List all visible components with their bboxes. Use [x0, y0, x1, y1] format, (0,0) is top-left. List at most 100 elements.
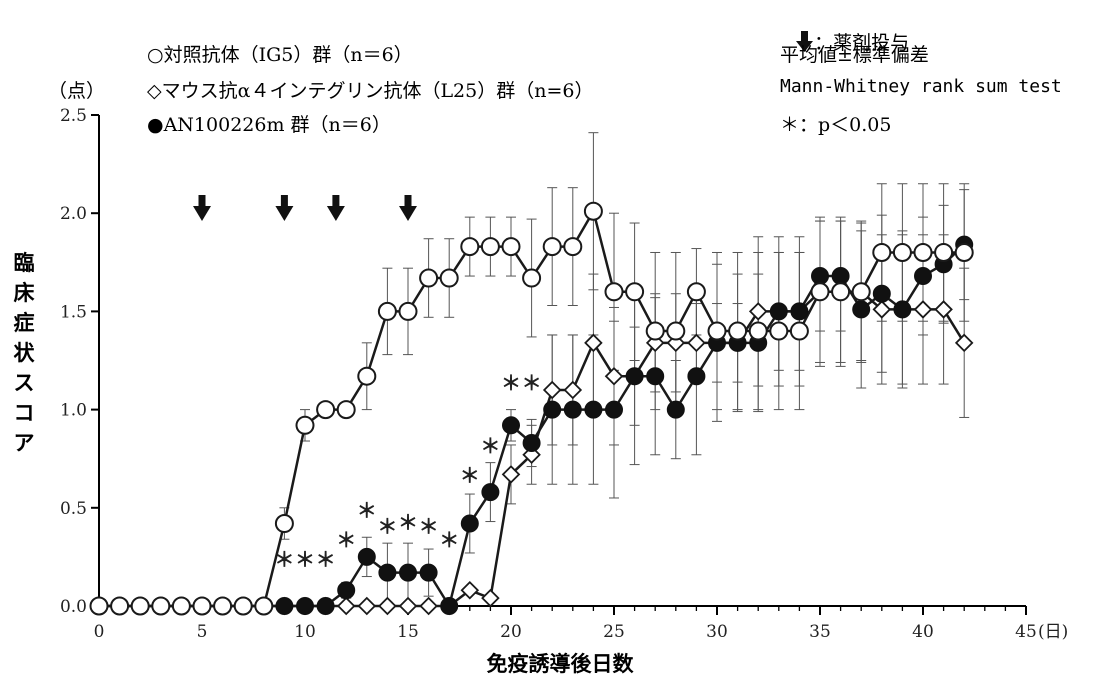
- dosing-arrow-head: [193, 206, 211, 221]
- data-point-open-circle: [604, 282, 624, 302]
- legend-entry-l25: ◇マウス抗α４インテグリン抗体（L25）群（n=6）: [147, 80, 594, 102]
- dosing-arrow: [399, 195, 417, 221]
- data-point-open-diamond: [687, 333, 706, 353]
- data-point-open-circle: [439, 268, 459, 288]
- data-point-filled-circle: [914, 267, 932, 286]
- data-point-open-diamond: [913, 300, 933, 319]
- data-point-open-circle: [872, 242, 892, 262]
- data-point-open-circle: [831, 282, 851, 302]
- data-point-filled-circle: [584, 400, 603, 419]
- data-point-open-diamond: [542, 380, 562, 400]
- data-point-open-diamond: [563, 380, 583, 400]
- significance-marker: ＊: [501, 371, 521, 395]
- x-unit-label: (日): [1038, 622, 1068, 642]
- significance-marker: ＊: [357, 499, 377, 523]
- stat-note-test: Mann-Whitney rank sum test: [780, 76, 1062, 97]
- data-point-filled-circle: [605, 400, 623, 419]
- data-point-filled-circle: [893, 300, 912, 319]
- data-point-open-diamond: [378, 596, 397, 616]
- data-point-open-circle: [542, 237, 562, 257]
- data-point-open-circle: [110, 596, 130, 616]
- x-tick-label: 15: [397, 622, 419, 642]
- data-point-filled-circle: [831, 267, 850, 286]
- dosing-arrow-icon: [796, 31, 814, 52]
- significance-marker: ＊: [398, 510, 418, 534]
- data-point-open-diamond: [748, 302, 768, 321]
- data-point-filled-circle: [296, 597, 314, 615]
- y-axis-label-char: 臨: [13, 251, 35, 275]
- dosing-note-text: ：薬剤投与: [814, 32, 910, 54]
- dosing-arrow-head: [275, 206, 294, 221]
- significance-marker: ＊: [439, 528, 459, 552]
- data-point-open-circle: [892, 242, 912, 262]
- data-point-open-circle: [480, 237, 500, 257]
- dosing-arrow: [193, 195, 211, 221]
- data-point-open-circle: [398, 301, 418, 321]
- data-point-open-diamond: [398, 596, 418, 616]
- stat-note-mean-sd: 平均値±標準偏差: [780, 44, 929, 66]
- data-point-open-circle: [707, 321, 727, 341]
- data-point-open-diamond: [584, 333, 603, 353]
- data-point-filled-circle: [481, 483, 500, 502]
- y-axis-label-char: 床: [13, 281, 35, 305]
- data-point-open-circle: [769, 321, 789, 341]
- significance-marker: ＊: [480, 434, 500, 458]
- dosing-arrow-shaft: [332, 195, 340, 207]
- data-point-filled-circle: [543, 400, 562, 419]
- data-point-open-circle: [151, 596, 171, 616]
- y-unit-label: （点）: [48, 80, 106, 102]
- dosing-arrow-head: [399, 206, 417, 221]
- data-point-open-circle: [934, 242, 954, 262]
- x-tick-label: 0: [94, 622, 105, 642]
- data-point-open-circle: [954, 242, 974, 262]
- x-tick-label: 20: [500, 622, 522, 642]
- dosing-note: ：薬剤投与: [784, 6, 909, 55]
- data-point-open-circle: [171, 596, 191, 616]
- significance-marker: ＊: [274, 548, 294, 572]
- data-point-open-circle: [89, 596, 109, 616]
- y-tick-label: 0.5: [60, 499, 87, 519]
- data-point-open-circle: [274, 514, 294, 534]
- data-point-open-circle: [377, 301, 397, 321]
- significance-marker: ＊: [336, 528, 356, 552]
- significance-marker: ＊: [419, 514, 439, 538]
- data-point-filled-circle: [811, 267, 829, 286]
- data-point-filled-circle: [563, 400, 582, 419]
- x-tick-label: 25: [603, 622, 625, 642]
- y-axis-label: 臨床症状スコア: [12, 248, 36, 458]
- significance-marker: ＊: [522, 371, 542, 395]
- data-point-open-circle: [316, 400, 336, 420]
- data-point-filled-circle: [790, 302, 809, 321]
- data-point-filled-circle: [419, 563, 438, 582]
- x-tick-label: 35: [809, 622, 831, 642]
- y-axis-label-char: コ: [13, 401, 35, 425]
- significance-marker: ＊: [295, 548, 315, 572]
- significance-marker: ＊: [377, 514, 397, 538]
- data-point-open-circle: [357, 366, 377, 386]
- data-point-open-diamond: [357, 596, 377, 616]
- data-point-filled-circle: [440, 597, 459, 615]
- y-axis-label-char: ア: [13, 431, 35, 455]
- data-point-filled-circle: [399, 563, 417, 582]
- data-point-open-circle: [851, 282, 871, 302]
- x-tick-label: 30: [706, 622, 728, 642]
- data-point-open-circle: [810, 282, 830, 302]
- data-point-open-circle: [336, 400, 356, 420]
- data-point-filled-circle: [460, 514, 479, 533]
- data-point-filled-circle: [769, 302, 788, 321]
- dosing-arrow: [275, 195, 294, 221]
- y-axis-label-char: ス: [13, 371, 35, 395]
- data-point-filled-circle: [646, 367, 665, 386]
- significance-marker: ＊: [460, 463, 480, 487]
- data-point-filled-circle: [666, 400, 685, 419]
- stat-note-significance: ＊：p＜0.05: [780, 114, 892, 136]
- x-tick-label: 10: [294, 622, 316, 642]
- dosing-arrow: [326, 195, 345, 221]
- data-point-filled-circle: [337, 581, 356, 600]
- data-point-open-circle: [522, 268, 542, 288]
- data-point-open-circle: [233, 596, 253, 616]
- data-point-open-circle: [460, 237, 480, 257]
- data-point-open-diamond: [501, 465, 521, 484]
